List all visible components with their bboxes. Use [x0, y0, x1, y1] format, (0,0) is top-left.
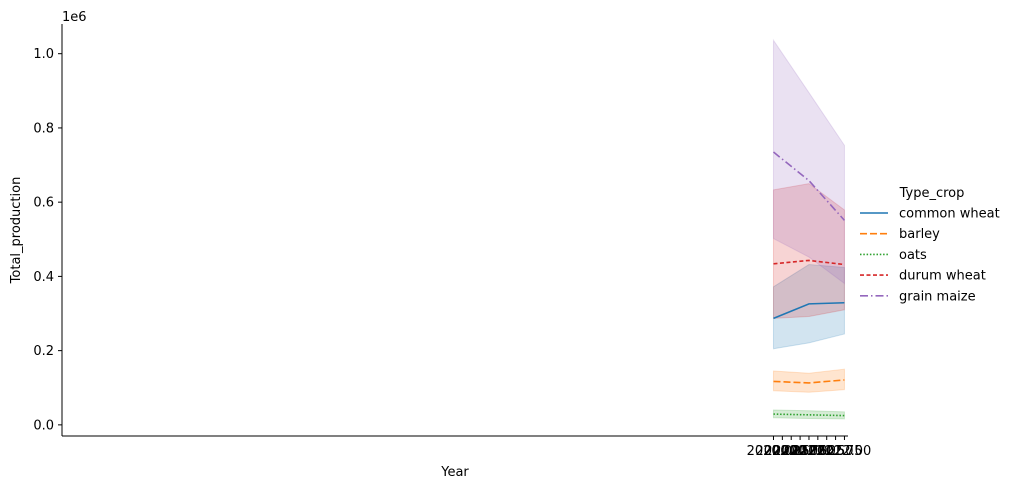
- y-tick-label: 0.0: [33, 418, 54, 433]
- series-lines: [772, 151, 846, 417]
- line-common-wheat: [773, 301, 845, 320]
- x-axis-label: Year: [440, 465, 469, 480]
- legend-label: durum wheat: [899, 269, 986, 284]
- line-barley: [773, 379, 845, 384]
- x-tick-label: 2020.50: [764, 444, 818, 459]
- band-barley: [772, 368, 845, 393]
- legend-item-oats: oats: [860, 248, 927, 263]
- axes: 2020.002020.252020.502020.752021.002021.…: [9, 10, 871, 480]
- legend-label: common wheat: [899, 207, 1000, 222]
- y-axis-label: Total_production: [9, 177, 24, 285]
- legend-label: grain maize: [899, 289, 976, 304]
- y-tick-label: 0.6: [33, 196, 54, 211]
- y-tick-label: 0.8: [33, 121, 54, 136]
- band-common-wheat: [772, 264, 845, 350]
- legend-item-grain-maize: grain maize: [860, 289, 976, 304]
- x-tick-label: 2020.75: [773, 444, 827, 459]
- x-tick-label: 2021.75: [809, 444, 863, 459]
- legend-title: Type_crop: [899, 186, 965, 201]
- y-tick-label: 1.0: [33, 47, 54, 62]
- y-tick-label: 0.2: [33, 344, 54, 359]
- line-durum-wheat: [773, 259, 845, 266]
- line-grain-maize: [772, 151, 846, 221]
- x-tick-label: 2020.25: [755, 444, 809, 459]
- legend-label: barley: [899, 227, 940, 242]
- y-axis-offset-label: 1e6: [62, 10, 87, 25]
- x-tick-label: 2021.25: [791, 444, 845, 459]
- x-axis-ticks: 2020.002020.252020.502020.752021.002021.…: [747, 436, 872, 459]
- x-tick-label: 2020.00: [747, 444, 801, 459]
- y-tick-label: 0.4: [33, 270, 54, 285]
- legend-item-barley: barley: [860, 227, 940, 242]
- y-axis-ticks: 0.0 0.2 0.4 0.6 0.8 1.0: [33, 47, 62, 433]
- legend-label: oats: [899, 248, 927, 263]
- legend: Type_crop common wheat barley oats durum wh…: [860, 186, 1000, 304]
- legend-item-durum-wheat: durum wheat: [860, 269, 986, 284]
- band-oats: [772, 409, 845, 420]
- x-tick-label: 2021.50: [800, 444, 854, 459]
- legend-item-common-wheat: common wheat: [860, 207, 1000, 222]
- x-tick-label: 2021.00: [782, 444, 836, 459]
- confidence-bands: [772, 38, 845, 420]
- band-grain-maize: [772, 38, 845, 285]
- x-tick-label: 2022.00: [818, 444, 872, 459]
